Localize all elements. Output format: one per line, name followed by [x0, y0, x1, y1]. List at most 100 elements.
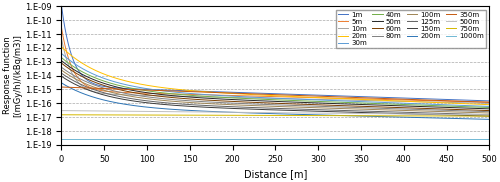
100m — [262, 105, 268, 107]
10m — [58, 37, 64, 39]
30m — [264, 97, 270, 99]
1m — [313, 94, 319, 96]
100m — [476, 112, 482, 114]
5m — [313, 97, 319, 99]
30m — [409, 102, 415, 105]
1m — [476, 100, 482, 102]
125m — [476, 113, 482, 116]
10m — [476, 102, 482, 104]
80m — [409, 108, 415, 110]
125m — [409, 111, 415, 114]
200m — [486, 118, 492, 120]
60m — [486, 110, 492, 112]
500m — [313, 112, 319, 114]
500m — [264, 112, 270, 114]
150m — [313, 110, 319, 112]
60m — [58, 62, 64, 64]
350m — [476, 101, 482, 103]
200m — [264, 112, 270, 114]
150m — [264, 109, 270, 111]
30m — [476, 105, 482, 107]
20m — [486, 104, 492, 106]
10m — [290, 98, 296, 100]
5m — [409, 99, 415, 101]
80m — [476, 110, 482, 112]
10m — [486, 102, 492, 104]
1m — [58, 4, 64, 6]
20m — [58, 46, 64, 48]
5m — [486, 101, 492, 103]
40m — [409, 104, 415, 106]
150m — [409, 113, 415, 115]
Line: 10m: 10m — [62, 38, 490, 103]
40m — [290, 99, 296, 102]
60m — [264, 102, 270, 104]
Line: 200m: 200m — [62, 83, 490, 119]
200m — [262, 112, 268, 114]
1000m — [476, 138, 482, 141]
20m — [262, 94, 268, 96]
80m — [58, 66, 64, 68]
Line: 125m: 125m — [62, 73, 490, 115]
80m — [264, 103, 270, 106]
500m — [486, 114, 492, 116]
1000m — [58, 138, 64, 141]
Line: 5m: 5m — [62, 27, 490, 102]
150m — [58, 75, 64, 77]
60m — [290, 103, 296, 105]
125m — [264, 107, 270, 109]
Y-axis label: Response function
[(mGy/h)/(kBq/m3)]: Response function [(mGy/h)/(kBq/m3)] — [3, 34, 22, 117]
100m — [486, 112, 492, 114]
1000m — [313, 138, 319, 141]
50m — [476, 107, 482, 110]
10m — [262, 97, 268, 99]
750m — [313, 114, 319, 117]
10m — [264, 97, 270, 99]
5m — [58, 26, 64, 29]
80m — [262, 103, 268, 106]
500m — [58, 110, 64, 112]
5m — [290, 96, 296, 98]
1000m — [262, 138, 268, 141]
1000m — [409, 138, 415, 141]
60m — [409, 107, 415, 109]
10m — [409, 100, 415, 103]
40m — [264, 98, 270, 100]
30m — [313, 99, 319, 101]
50m — [486, 108, 492, 110]
200m — [290, 113, 296, 115]
125m — [290, 108, 296, 110]
40m — [58, 56, 64, 59]
Line: 50m: 50m — [62, 61, 490, 109]
Line: 500m: 500m — [62, 111, 490, 115]
Line: 60m: 60m — [62, 63, 490, 111]
750m — [262, 114, 268, 116]
100m — [313, 107, 319, 109]
125m — [58, 72, 64, 74]
Line: 100m: 100m — [62, 70, 490, 113]
X-axis label: Distance [m]: Distance [m] — [244, 169, 307, 179]
1m — [409, 97, 415, 99]
5m — [264, 95, 270, 98]
500m — [290, 112, 296, 114]
500m — [262, 112, 268, 114]
50m — [290, 101, 296, 103]
20m — [476, 103, 482, 105]
150m — [262, 108, 268, 111]
Line: 150m: 150m — [62, 76, 490, 116]
40m — [313, 100, 319, 102]
100m — [290, 106, 296, 108]
1000m — [290, 138, 296, 141]
750m — [476, 115, 482, 117]
10m — [313, 98, 319, 100]
1000m — [486, 138, 492, 141]
40m — [476, 106, 482, 108]
50m — [264, 100, 270, 102]
Line: 350m: 350m — [62, 87, 490, 102]
Line: 80m: 80m — [62, 67, 490, 112]
125m — [262, 107, 268, 109]
500m — [476, 114, 482, 116]
20m — [313, 96, 319, 99]
750m — [290, 114, 296, 117]
200m — [409, 116, 415, 118]
